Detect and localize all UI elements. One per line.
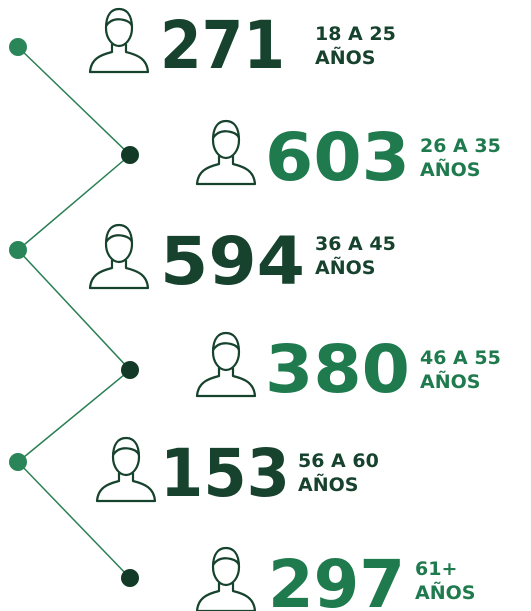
age-range: 26 A 35 (420, 135, 501, 157)
icon-hair (112, 447, 141, 456)
timeline-dot (9, 453, 27, 471)
timeline-dot (121, 569, 139, 587)
icon-head (211, 546, 241, 587)
icon-body (195, 156, 257, 186)
icon-hair (212, 557, 241, 566)
age-range: 56 A 60 (298, 450, 379, 472)
icon-hair (105, 18, 134, 27)
age-range: 61+ (415, 558, 457, 580)
person-icon (195, 119, 257, 186)
age-unit: AÑOS (420, 157, 480, 181)
icon-body (88, 260, 150, 290)
timeline-dot (9, 241, 27, 259)
icon-head (104, 223, 134, 264)
person-icon (195, 331, 257, 398)
age-unit: AÑOS (298, 472, 358, 496)
icon-head (111, 436, 141, 477)
age-range: 36 A 45 (315, 233, 396, 255)
person-icon (195, 546, 257, 611)
icon-body (95, 473, 157, 503)
person-icon (95, 436, 157, 503)
count: 380 (265, 331, 410, 408)
icon-body (195, 583, 257, 611)
age-unit: AÑOS (315, 45, 375, 69)
person-icon (88, 223, 150, 290)
count: 271 (160, 7, 285, 84)
age-unit: AÑOS (315, 255, 375, 279)
timeline-dot (121, 361, 139, 379)
person-icon (88, 7, 150, 74)
timeline-dot (9, 38, 27, 56)
icon-head (211, 119, 241, 160)
icon-head (104, 7, 134, 48)
age-unit: AÑOS (415, 580, 475, 604)
timeline-dot (121, 146, 139, 164)
age-range: 18 A 25 (315, 23, 396, 45)
icon-body (88, 44, 150, 74)
count: 594 (160, 223, 305, 300)
count: 297 (268, 546, 405, 611)
count: 603 (265, 119, 410, 196)
icon-hair (212, 130, 241, 139)
icon-head (211, 331, 241, 372)
age-range: 46 A 55 (420, 347, 501, 369)
icon-body (195, 368, 257, 398)
icon-hair (212, 342, 241, 351)
timeline-line (16, 46, 132, 579)
age-unit: AÑOS (420, 369, 480, 393)
icon-hair (105, 234, 134, 243)
count: 153 (160, 435, 290, 512)
